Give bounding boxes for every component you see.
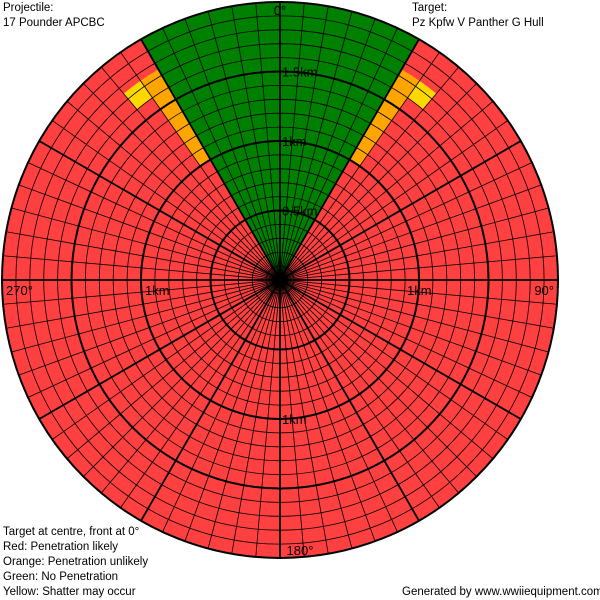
grid-spoke: [11, 207, 281, 281]
grid-spoke: [18, 279, 281, 376]
projectile-label: Projectile:: [3, 2, 54, 14]
grid-spoke: [207, 11, 281, 281]
grid-spoke: [184, 279, 281, 542]
grid-spoke: [279, 279, 542, 376]
projectile-info: Projectile: 17 Pounder APCBC: [3, 1, 105, 31]
grid-spoke: [279, 279, 494, 460]
grid-spoke: [279, 66, 460, 281]
grid-spoke: [279, 184, 542, 281]
grid-spoke: [162, 279, 281, 533]
grid-spoke: [52, 120, 281, 281]
grid-spoke: [279, 279, 557, 305]
grid-spoke: [279, 279, 508, 440]
grid-spoke: [279, 120, 508, 281]
legend-line-target: Target at centre, front at 0°: [3, 526, 140, 538]
grid-spoke-major: [140, 279, 281, 522]
grid-spoke-major: [279, 279, 420, 522]
grid-spoke: [231, 6, 281, 281]
angle-label: 180°: [287, 543, 314, 558]
grid-spoke: [83, 279, 281, 477]
grid-spoke-major: [279, 140, 522, 281]
target-value: Pz Kpfw V Panther G Hull: [412, 17, 544, 29]
grid-spoke: [184, 18, 281, 281]
grid-spoke: [279, 100, 494, 281]
angle-label: 90°: [534, 283, 554, 298]
grid-spoke: [279, 279, 329, 554]
grid-spoke: [120, 52, 281, 281]
grid-spoke: [279, 207, 549, 281]
grid-spoke: [279, 279, 554, 329]
grid-spoke: [279, 279, 305, 557]
range-label: 0.5km: [282, 204, 317, 219]
grid-spoke: [3, 279, 281, 305]
grid-spoke: [120, 279, 281, 508]
range-label: 1km: [282, 412, 307, 427]
grid-spoke-major: [140, 38, 281, 281]
legend: Target at centre, front at 0° Red: Penet…: [3, 525, 148, 600]
target-label: Target:: [412, 2, 448, 14]
grid-spoke: [6, 231, 281, 281]
grid-spoke: [279, 279, 460, 494]
zone-penetration-unlikely-2: [140, 69, 211, 167]
grid-spoke: [279, 162, 533, 281]
grid-spoke-major: [279, 279, 522, 420]
grid-spoke: [279, 279, 549, 353]
grid-spoke: [6, 279, 281, 329]
grid-spoke: [279, 3, 305, 281]
angle-label: 0°: [274, 3, 286, 18]
grid-spoke-major: [38, 279, 281, 420]
grid-spoke: [279, 52, 440, 281]
chart-grid: [1, 1, 559, 559]
grid-spoke: [279, 83, 477, 281]
grid-spoke: [100, 279, 281, 494]
grid-spoke: [279, 279, 533, 398]
grid-spoke: [279, 231, 554, 281]
grid-spoke: [52, 279, 281, 440]
angle-label: 270°: [6, 283, 33, 298]
grid-spoke: [18, 184, 281, 281]
grid-spoke: [66, 279, 281, 460]
range-label: 1km: [282, 134, 307, 149]
grid-spoke: [11, 279, 281, 353]
grid-spoke: [279, 279, 440, 508]
range-label: 1km: [407, 283, 432, 298]
legend-line-red: Red: Penetration likely: [3, 541, 119, 553]
grid-spoke-major: [38, 140, 281, 281]
zone-penetration-unlikely-1: [349, 69, 420, 167]
grid-spoke: [279, 18, 376, 281]
grid-spoke: [279, 6, 329, 281]
grid-spoke-major: [279, 38, 420, 281]
grid-spoke: [100, 66, 281, 281]
generated-by: Generated by www.wwiiequipment.com: [402, 586, 600, 598]
grid-spoke: [279, 27, 398, 281]
grid-spoke: [27, 279, 281, 398]
grid-spoke: [255, 279, 281, 557]
grid-spoke: [255, 3, 281, 281]
legend-line-orange: Orange: Penetration unlikely: [3, 556, 149, 568]
range-label: 1.5km: [282, 65, 317, 80]
grid-spoke: [279, 279, 376, 542]
legend-line-yellow: Yellow: Shatter may occur: [3, 586, 136, 598]
grid-spoke: [83, 83, 281, 281]
grid-spoke: [279, 279, 477, 477]
legend-line-green: Green: No Penetration: [3, 571, 119, 583]
target-info: Target: Pz Kpfw V Panther G Hull: [412, 1, 544, 31]
grid-spoke: [279, 279, 398, 533]
grid-spoke: [27, 162, 281, 281]
grid-spoke: [231, 279, 281, 554]
chart-labels: 0° 90° 180° 270° 0.5km 1km 1.5km 1km 1km 1km: [6, 3, 554, 558]
grid-spoke: [66, 100, 281, 281]
grid-spoke: [207, 279, 281, 549]
grid-spoke: [279, 11, 353, 281]
grid-spoke: [162, 27, 281, 281]
projectile-value: 17 Pounder APCBC: [3, 17, 105, 29]
grid-spoke: [279, 279, 353, 549]
grid-spoke: [279, 255, 557, 281]
grid-spoke: [3, 255, 281, 281]
range-label: 1km: [145, 283, 170, 298]
